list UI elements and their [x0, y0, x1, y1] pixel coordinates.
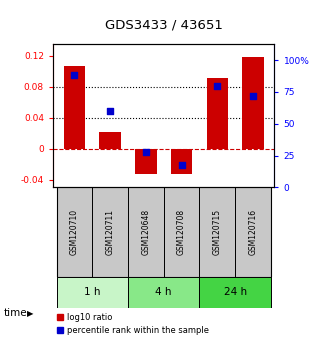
- Bar: [199, 276, 271, 308]
- Bar: [64, 66, 85, 149]
- Point: [250, 93, 256, 99]
- Bar: [164, 188, 199, 276]
- Bar: [128, 188, 164, 276]
- Text: GSM120648: GSM120648: [141, 209, 150, 255]
- Text: ▶: ▶: [27, 309, 34, 318]
- Bar: [242, 57, 264, 149]
- Point: [108, 108, 113, 114]
- Text: time: time: [3, 308, 27, 318]
- Bar: [235, 188, 271, 276]
- Text: GSM120715: GSM120715: [213, 209, 222, 255]
- Text: 1 h: 1 h: [84, 287, 100, 297]
- Point: [72, 73, 77, 78]
- Text: GSM120711: GSM120711: [106, 209, 115, 255]
- Bar: [171, 149, 192, 174]
- Bar: [92, 188, 128, 276]
- Text: 4 h: 4 h: [155, 287, 172, 297]
- Text: GSM120708: GSM120708: [177, 209, 186, 255]
- Text: 24 h: 24 h: [224, 287, 247, 297]
- Bar: [128, 276, 199, 308]
- Bar: [135, 149, 157, 174]
- Text: GDS3433 / 43651: GDS3433 / 43651: [105, 19, 223, 32]
- Bar: [56, 188, 92, 276]
- Bar: [199, 188, 235, 276]
- Point: [143, 149, 148, 155]
- Legend: log10 ratio, percentile rank within the sample: log10 ratio, percentile rank within the …: [57, 313, 209, 335]
- Bar: [207, 78, 228, 149]
- Point: [179, 162, 184, 167]
- Bar: [56, 276, 128, 308]
- Text: GSM120716: GSM120716: [248, 209, 257, 255]
- Bar: [100, 132, 121, 149]
- Point: [215, 83, 220, 88]
- Text: GSM120710: GSM120710: [70, 209, 79, 255]
